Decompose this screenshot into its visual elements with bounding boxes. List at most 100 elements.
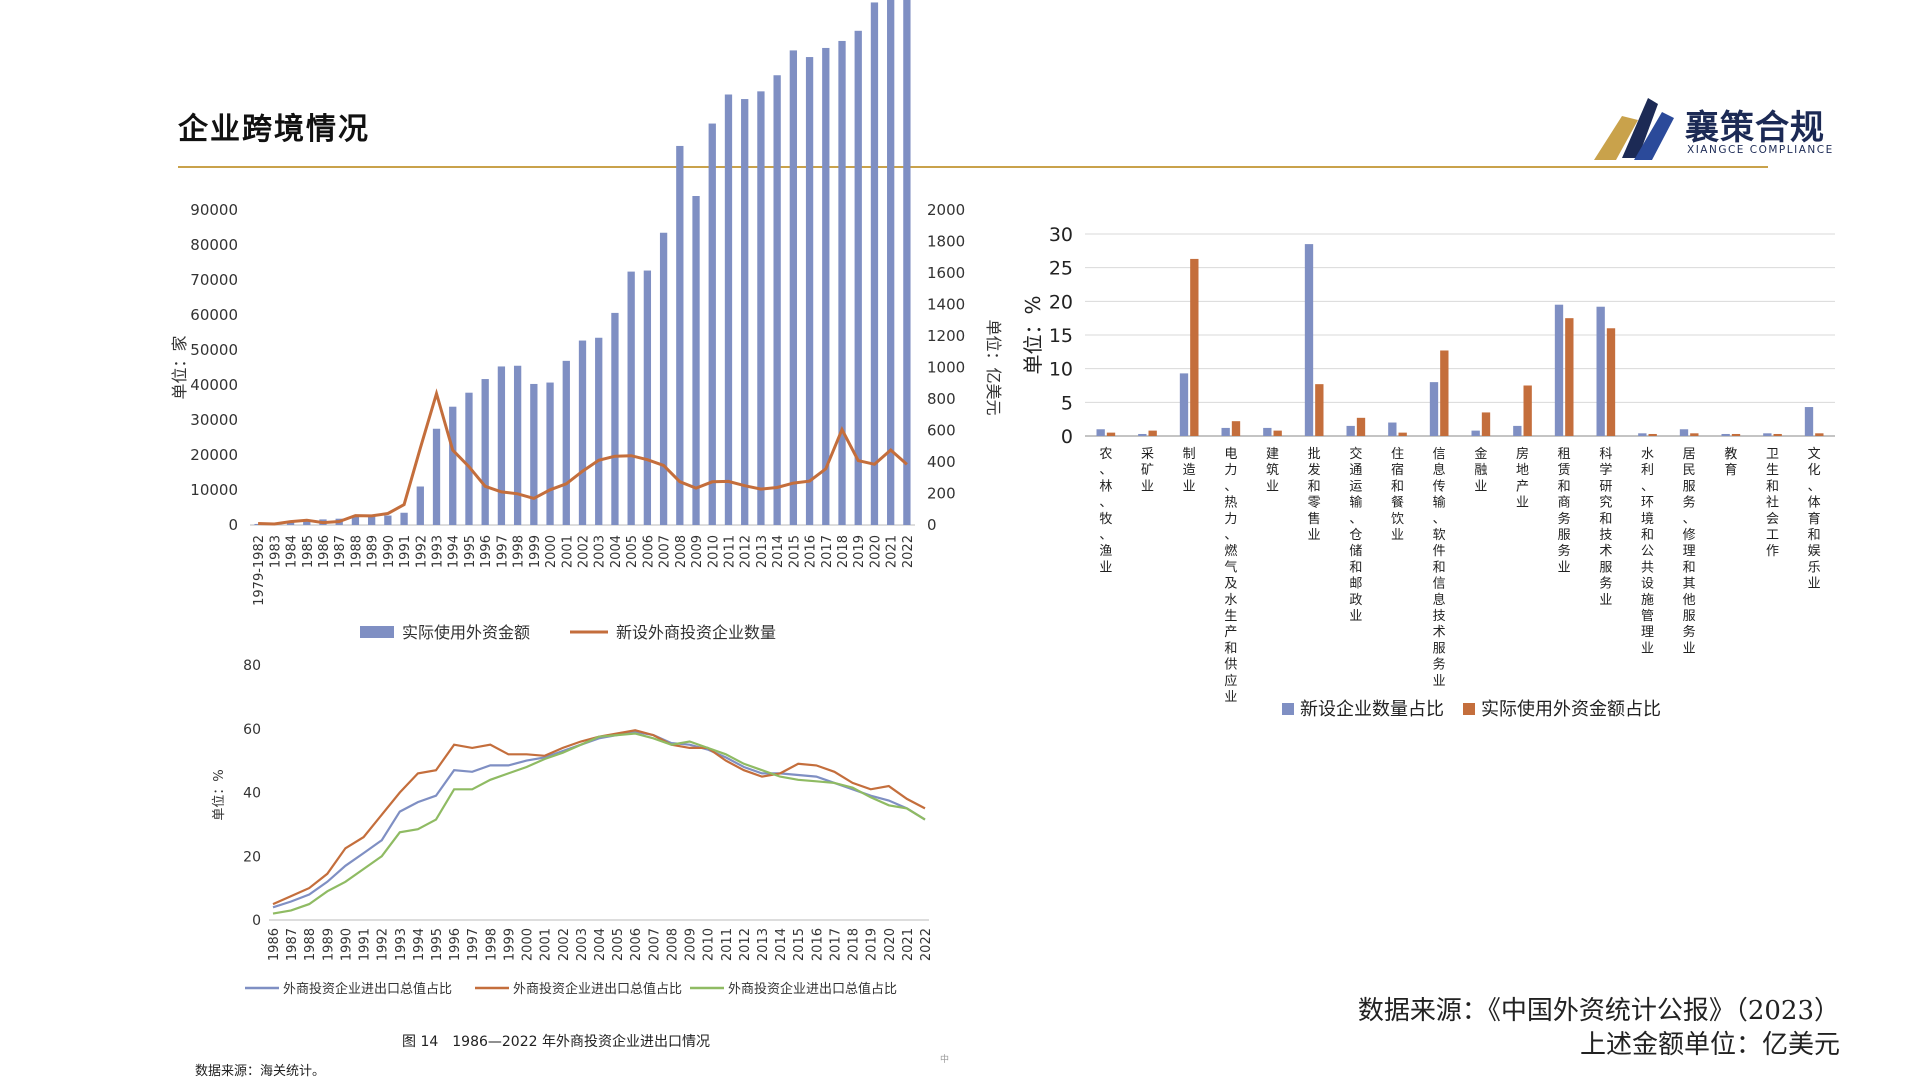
x-tick-label: 居民服务、修理和其他服务业 bbox=[1683, 447, 1696, 656]
legend-label: 新设外商投资企业数量 bbox=[616, 623, 776, 642]
figure-source: 数据来源：海关统计。 bbox=[195, 1064, 326, 1079]
x-tick-label: 1991 bbox=[398, 535, 413, 568]
left-tick-label: 70000 bbox=[190, 271, 238, 289]
y-tick-label: 5 bbox=[1061, 392, 1073, 414]
x-tick-label: 1985 bbox=[301, 535, 316, 568]
x-tick-label: 1988 bbox=[349, 535, 364, 568]
legend-label: 外商投资企业进出口总值占比 bbox=[283, 981, 452, 997]
y-tick-label: 0 bbox=[1061, 426, 1073, 448]
x-tick-label: 交通运输、仓储和邮政业 bbox=[1349, 446, 1362, 624]
x-tick-label: 1989 bbox=[321, 928, 336, 961]
y-tick-label: 25 bbox=[1049, 258, 1073, 280]
bar bbox=[367, 516, 376, 525]
bar-fdi-amount bbox=[1231, 421, 1241, 436]
x-tick-label: 租赁和商务服务业 bbox=[1558, 447, 1571, 575]
y-tick-label: 20 bbox=[1049, 291, 1073, 313]
bar bbox=[351, 516, 360, 525]
legend-label: 实际使用外资金额 bbox=[402, 623, 530, 642]
x-tick-label: 1986 bbox=[267, 928, 282, 961]
x-tick-label: 电力、热力、燃气及水生产和供应业 bbox=[1224, 447, 1237, 705]
bar bbox=[659, 232, 668, 525]
x-tick-label: 1990 bbox=[382, 535, 397, 568]
x-tick-label: 2006 bbox=[641, 535, 656, 568]
x-tick-label: 2015 bbox=[787, 535, 802, 568]
x-tick-label: 2012 bbox=[738, 928, 753, 961]
y-tick-label: 15 bbox=[1049, 325, 1073, 347]
legend-label: 实际使用外资金额占比 bbox=[1481, 699, 1661, 720]
x-tick-label: 2005 bbox=[611, 928, 626, 961]
legend-label: 外商投资企业进出口总值占比 bbox=[728, 981, 897, 997]
right-tick-label: 800 bbox=[927, 390, 956, 408]
x-tick-label: 1998 bbox=[484, 928, 499, 961]
bar-new-enterprise bbox=[1179, 373, 1189, 436]
bar-new-enterprise bbox=[1388, 422, 1397, 436]
x-tick-label: 2015 bbox=[792, 928, 807, 961]
bar bbox=[643, 270, 652, 525]
x-tick-label: 2021 bbox=[901, 928, 916, 961]
bar-fdi-amount bbox=[1523, 385, 1532, 436]
x-tick-label: 1995 bbox=[430, 928, 445, 961]
bar bbox=[692, 196, 700, 525]
x-tick-label: 2007 bbox=[647, 928, 662, 961]
bar-new-enterprise bbox=[1721, 433, 1730, 436]
x-tick-label: 2019 bbox=[865, 928, 880, 961]
series-line bbox=[258, 388, 908, 526]
x-tick-label: 2011 bbox=[722, 535, 737, 568]
bar-new-enterprise bbox=[1304, 244, 1314, 436]
x-tick-label: 1989 bbox=[366, 535, 381, 568]
left-tick-label: 60000 bbox=[190, 306, 238, 324]
x-tick-label: 2005 bbox=[625, 535, 640, 568]
bar bbox=[286, 521, 295, 525]
right-tick-label: 400 bbox=[927, 453, 956, 471]
bar bbox=[627, 271, 635, 525]
x-tick-label: 2004 bbox=[609, 535, 624, 568]
bar bbox=[384, 515, 392, 525]
x-tick-label: 卫生和社会工作 bbox=[1766, 447, 1779, 559]
chart-fdi-combo: 0100002000030000400005000060000700008000… bbox=[170, 0, 1003, 642]
bar-fdi-amount bbox=[1773, 433, 1782, 436]
x-tick-label: 1993 bbox=[431, 535, 446, 568]
x-tick-label: 1987 bbox=[285, 928, 300, 961]
x-tick-label: 文化、体育和娱乐业 bbox=[1808, 447, 1821, 592]
x-tick-label: 1996 bbox=[448, 928, 463, 961]
x-tick-label: 水利、环境和公共设施管理业 bbox=[1641, 447, 1654, 656]
right-tick-label: 1400 bbox=[927, 296, 965, 314]
x-tick-label: 信息传输、软件和信息技术服务业 bbox=[1433, 447, 1446, 689]
x-tick-label: 2001 bbox=[560, 535, 575, 568]
x-tick-label: 1994 bbox=[412, 928, 427, 961]
x-tick-label: 2002 bbox=[577, 535, 592, 568]
x-tick-label: 1983 bbox=[268, 535, 283, 568]
x-tick-label: 农、林、牧、渔业 bbox=[1099, 447, 1112, 575]
left-tick-label: 90000 bbox=[190, 201, 238, 219]
bar-new-enterprise bbox=[1221, 427, 1230, 436]
x-tick-label: 2014 bbox=[771, 535, 786, 568]
bar-new-enterprise bbox=[1513, 425, 1522, 436]
left-tick-label: 10000 bbox=[190, 481, 238, 499]
bar bbox=[530, 383, 538, 525]
bar-fdi-amount bbox=[1815, 433, 1824, 436]
series-line bbox=[272, 729, 926, 906]
left-tick-label: 80000 bbox=[190, 236, 238, 254]
figure-caption: 图 14 1986—2022 年外商投资企业进出口情况 bbox=[402, 1034, 710, 1050]
bar-new-enterprise bbox=[1638, 433, 1647, 436]
bar-fdi-amount bbox=[1106, 432, 1116, 436]
x-tick-label: 2020 bbox=[883, 928, 898, 961]
bar-fdi-amount bbox=[1190, 258, 1199, 436]
x-tick-label: 1992 bbox=[376, 928, 391, 961]
x-tick-label: 2019 bbox=[852, 535, 867, 568]
x-tick-label: 2007 bbox=[658, 535, 673, 568]
x-tick-label: 2012 bbox=[739, 535, 754, 568]
x-tick-label: 1999 bbox=[502, 928, 517, 961]
left-axis-label: 单位：家 bbox=[170, 335, 189, 399]
x-tick-label: 住宿和餐饮业 bbox=[1391, 447, 1404, 543]
x-tick-label: 1993 bbox=[394, 928, 409, 961]
bar bbox=[903, 0, 911, 525]
page-mark: 中 bbox=[940, 1055, 950, 1065]
x-tick-label: 1984 bbox=[285, 535, 300, 568]
bar-new-enterprise bbox=[1346, 425, 1355, 436]
legend-swatch-blue bbox=[1282, 703, 1294, 715]
bar-new-enterprise bbox=[1138, 433, 1147, 436]
brand-name: 襄策合规 bbox=[1685, 108, 1825, 148]
bar bbox=[887, 0, 895, 526]
